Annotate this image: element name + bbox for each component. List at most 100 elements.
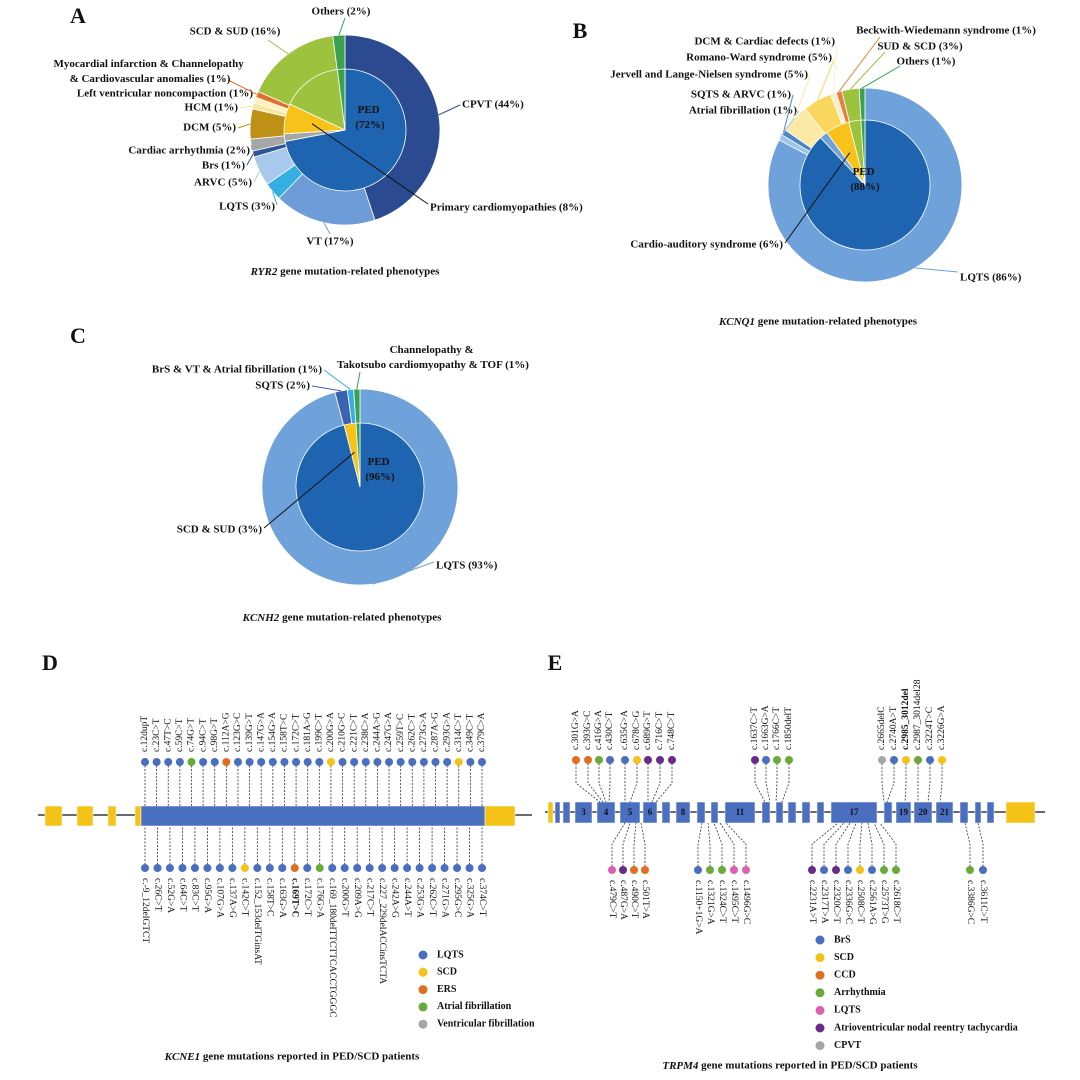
mutation-stem <box>977 822 984 870</box>
leader-line <box>915 267 959 273</box>
mutation-stem <box>927 760 931 803</box>
mutation-dot <box>428 864 437 872</box>
leader-line <box>227 79 258 95</box>
mutation-dot <box>187 758 196 766</box>
mutation-stem <box>859 822 863 870</box>
mutation-label: c.1150+1G>A <box>693 880 703 935</box>
mutation-label: c.181A>G <box>303 712 313 752</box>
mutation-dot <box>365 864 374 872</box>
mutation-dot <box>868 866 876 874</box>
mutation-dot <box>153 864 162 872</box>
leader-line <box>832 43 838 94</box>
mutation-label: c.301G>A <box>571 710 581 750</box>
mutation-label: c.244A>T <box>402 878 412 917</box>
mutation-dot <box>979 866 987 874</box>
mutation-dot <box>350 758 359 766</box>
mutation-stem <box>881 760 885 803</box>
leader-line <box>850 51 886 90</box>
mutation-dot <box>315 864 324 872</box>
mutation-dot <box>694 866 702 874</box>
leader-line <box>323 369 351 390</box>
mutation-dot <box>215 864 224 872</box>
caption: KCNQ1 gene mutation-related phenotypes <box>718 316 918 328</box>
mutation-dot <box>466 758 475 766</box>
mutation-label: c.2573T>G <box>879 880 889 924</box>
mutation-label: c.-9_12delGTCT <box>140 878 150 943</box>
mutation-label: c.244A>G <box>373 712 383 752</box>
mutation-label: c.95G>A <box>202 878 212 913</box>
exon-label: 20 <box>919 807 929 817</box>
mutation-dot <box>390 864 399 872</box>
mutation-dot <box>419 758 428 766</box>
mutation-stem <box>867 822 873 870</box>
inner-slice <box>289 69 346 131</box>
mutation-dot <box>465 864 474 872</box>
mutation-label: c.1637C>T <box>750 707 760 750</box>
mutation-label: c.295G>C <box>452 878 462 917</box>
mutation-stem <box>904 760 907 803</box>
exon <box>1005 801 1036 824</box>
mutation-stem <box>765 760 771 803</box>
mutation-dot <box>856 866 864 874</box>
leader-line <box>311 123 429 205</box>
mutation-label: c.2508C>T <box>855 880 865 923</box>
exon <box>913 801 933 824</box>
mutation-stem <box>697 822 703 870</box>
mutation-stem <box>651 760 661 803</box>
mutation-dot <box>454 758 463 766</box>
exon <box>140 805 486 827</box>
mutation-label: c.325G>A <box>464 878 474 918</box>
exon <box>986 801 995 824</box>
mutation-dot <box>751 756 759 764</box>
exon <box>761 801 771 824</box>
mutation-dot <box>608 866 616 874</box>
inner-slice <box>355 422 361 488</box>
leader-line <box>861 65 901 89</box>
mutation-label: c.430C>T <box>605 711 615 750</box>
slice-label: DCM & Cardiac defects (1%) <box>694 36 835 48</box>
mutation-dot <box>926 756 934 764</box>
mutation-stem <box>598 760 607 803</box>
exon <box>44 805 63 827</box>
legend-label: Arrhythmia <box>834 987 886 998</box>
mutation-dot <box>773 756 781 764</box>
mutation-label: c.716C>T <box>655 711 665 750</box>
mutation-dot <box>478 758 486 766</box>
slice-label: LQTS (93%) <box>436 560 498 572</box>
legend-marker <box>815 988 825 998</box>
leader-line <box>311 385 342 392</box>
mutation-label: c.172C>T <box>302 878 312 917</box>
exon <box>661 801 671 824</box>
mutation-dot <box>668 756 676 764</box>
leader-line <box>237 123 251 129</box>
legend-label: CCD <box>834 969 856 980</box>
mutation-stem <box>713 822 723 870</box>
mutation-stem <box>873 822 885 870</box>
leader-line <box>793 75 811 119</box>
mutation-label: c.74G>T <box>187 718 197 752</box>
slice-label: Primary cardiomyopathies (8%) <box>430 202 583 214</box>
caption: RYR2 gene mutation-related phenotypes <box>250 266 440 278</box>
mutation-stem <box>964 822 971 870</box>
mutation-stem <box>886 760 895 803</box>
mutation-label: c.416G>A <box>594 710 604 750</box>
mutation-label: c.2665delC <box>877 706 887 750</box>
exon <box>787 801 797 824</box>
slice-label: Cardio-auditory syndrome (6%) <box>630 239 783 251</box>
slice-label: Beckwith-Wiedemann syndrome (1%) <box>856 25 1036 37</box>
mutation-dot <box>303 758 312 766</box>
mutation-label: c.47T>C <box>163 718 173 752</box>
mutation-label: c.487G>A <box>618 880 628 920</box>
mutation-stem <box>655 760 673 803</box>
caption: KCNH2 gene mutation-related phenotypes <box>242 612 442 624</box>
slice-label: ARVC (5%) <box>194 177 252 189</box>
mutation-label: c.1321G>A <box>705 880 715 925</box>
exon <box>76 805 94 827</box>
exon-label: 21 <box>940 807 950 817</box>
mutation-dot <box>880 866 888 874</box>
mutation-label: c.200G>A <box>326 712 336 752</box>
legend-marker <box>815 953 825 963</box>
slice-label: LQTS (3%) <box>219 201 275 213</box>
leader-line <box>267 39 289 55</box>
